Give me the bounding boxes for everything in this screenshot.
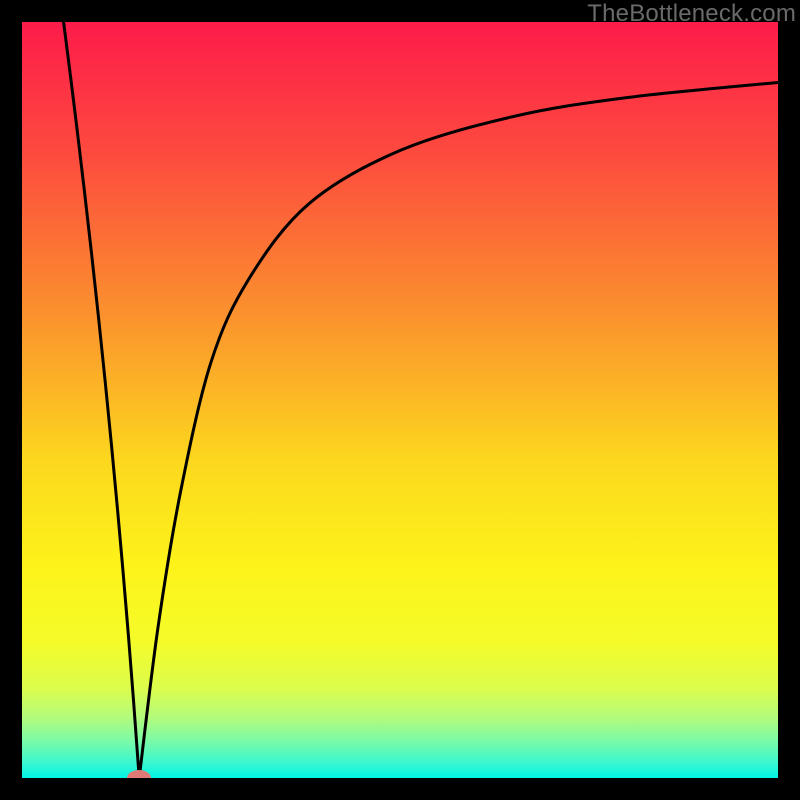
chart-root: TheBottleneck.com <box>0 0 800 800</box>
bottleneck-curve <box>22 22 778 778</box>
plot-area <box>22 22 778 778</box>
watermark-text: TheBottleneck.com <box>587 0 796 28</box>
curve-left-branch <box>64 22 140 778</box>
curve-right-branch <box>139 82 778 778</box>
